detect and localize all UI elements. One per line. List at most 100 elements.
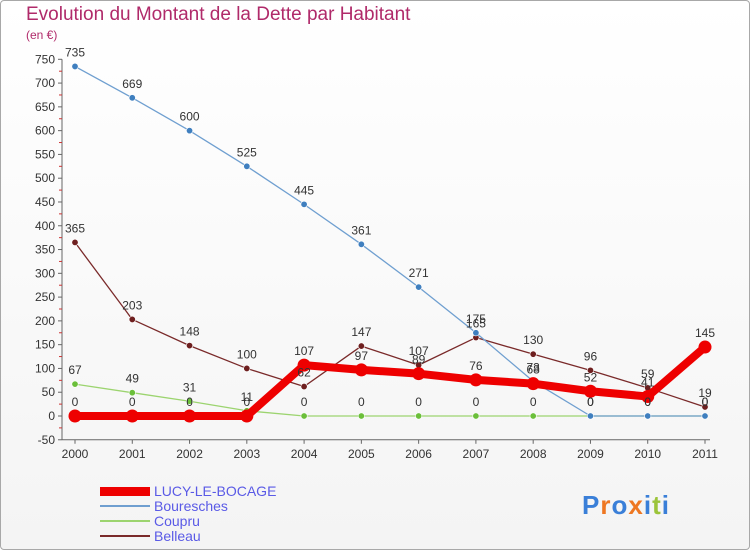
data-label: 271 <box>409 266 429 280</box>
data-label: 365 <box>65 221 85 235</box>
data-label: 0 <box>702 395 709 409</box>
data-label: 0 <box>702 395 709 409</box>
data-point-0 <box>583 384 597 398</box>
logo-letter: o <box>611 490 629 520</box>
data-label: 31 <box>183 380 197 394</box>
data-label: 100 <box>237 347 257 361</box>
y-tick-label: 700 <box>35 76 55 90</box>
logo-letter: i <box>643 490 653 520</box>
data-point-0 <box>412 367 426 381</box>
x-tick-label: 2011 <box>692 447 718 461</box>
data-point-1 <box>644 412 652 420</box>
x-tick-label: 2005 <box>348 447 375 461</box>
data-point-2 <box>415 412 423 420</box>
data-point-0 <box>297 358 311 372</box>
y-tick-label: 50 <box>42 385 56 399</box>
data-label: 361 <box>351 223 371 237</box>
logo-letter: i <box>661 490 670 520</box>
logo-letter: x <box>628 490 644 520</box>
y-tick-label: 650 <box>35 100 55 114</box>
data-point-0 <box>526 377 540 391</box>
data-point-3 <box>529 350 537 358</box>
data-label: 0 <box>644 395 651 409</box>
data-label: 107 <box>409 344 429 358</box>
data-point-0 <box>125 409 139 423</box>
data-label: 148 <box>180 325 200 339</box>
data-label: 89 <box>412 353 426 367</box>
x-tick-label: 2004 <box>291 447 318 461</box>
data-label: 62 <box>297 366 311 380</box>
series-line-3 <box>74 241 706 408</box>
data-label: 97 <box>355 349 369 363</box>
data-point-0 <box>641 390 655 404</box>
data-point-2 <box>186 397 194 405</box>
legend-swatch-belleau <box>100 535 150 537</box>
data-point-0 <box>698 340 712 354</box>
series-line-0 <box>71 343 709 420</box>
x-tick-label: 2003 <box>233 447 260 461</box>
y-tick-label: 400 <box>35 219 55 233</box>
data-point-2 <box>300 412 308 420</box>
data-label: 59 <box>641 367 655 381</box>
y-tick-label: 600 <box>35 124 55 138</box>
data-point-1 <box>243 162 251 170</box>
data-point-1 <box>71 62 79 70</box>
y-tick-label: 550 <box>35 147 55 161</box>
data-label: 0 <box>644 395 651 409</box>
data-label: 145 <box>695 326 715 340</box>
data-label: 0 <box>186 395 193 409</box>
data-label: 175 <box>466 312 486 326</box>
y-tick-label: 500 <box>35 171 55 185</box>
data-label: 525 <box>237 145 257 159</box>
x-tick-label: 2008 <box>520 447 547 461</box>
x-tick-label: 2009 <box>577 447 604 461</box>
data-label: 0 <box>72 395 79 409</box>
data-point-0 <box>183 409 197 423</box>
legend-swatch-coupru <box>100 520 150 522</box>
legend-swatch-bouresches <box>100 505 150 507</box>
data-label: 68 <box>527 363 541 377</box>
legend-label-bouresches: Bouresches <box>154 498 228 514</box>
y-tick-label: 150 <box>35 338 55 352</box>
legend-label-belleau: Belleau <box>154 528 201 544</box>
data-label: 669 <box>122 77 142 91</box>
unit-label: (en €) <box>26 28 58 42</box>
data-point-3 <box>357 342 365 350</box>
data-point-3 <box>71 238 79 246</box>
data-point-1 <box>472 329 480 337</box>
data-label: 0 <box>587 395 594 409</box>
data-point-3 <box>186 342 194 350</box>
data-label: 147 <box>351 325 371 339</box>
data-point-3 <box>128 315 136 323</box>
data-label: 96 <box>584 349 598 363</box>
y-tick-label: 450 <box>35 195 55 209</box>
data-label: 445 <box>294 183 314 197</box>
data-label: 0 <box>243 395 250 409</box>
data-label: 0 <box>129 395 136 409</box>
data-point-1 <box>415 283 423 291</box>
data-point-0 <box>240 409 254 423</box>
data-label: 0 <box>358 395 365 409</box>
data-point-2 <box>529 412 537 420</box>
x-tick-label: 2002 <box>176 447 203 461</box>
y-tick-label: -50 <box>38 433 56 447</box>
data-label: 0 <box>415 395 422 409</box>
data-point-1 <box>701 412 709 420</box>
y-tick-label: 100 <box>35 361 55 375</box>
data-point-1 <box>357 240 365 248</box>
y-tick-label: 0 <box>48 409 55 423</box>
legend-swatch-lucy <box>100 487 150 496</box>
legend-label-lucy: LUCY-LE-BOCAGE <box>154 483 277 499</box>
chart-title: Evolution du Montant de la Dette par Hab… <box>26 4 411 25</box>
data-label: 67 <box>68 363 82 377</box>
logo-letter: P <box>582 490 601 520</box>
data-point-3 <box>300 383 308 391</box>
data-label: 49 <box>126 372 140 386</box>
data-label: 0 <box>530 395 537 409</box>
data-label: 0 <box>473 395 480 409</box>
data-label: 52 <box>584 370 598 384</box>
data-label: 76 <box>469 359 483 373</box>
series-line-1 <box>74 65 706 417</box>
y-tick-label: 350 <box>35 243 55 257</box>
data-point-2 <box>472 412 480 420</box>
